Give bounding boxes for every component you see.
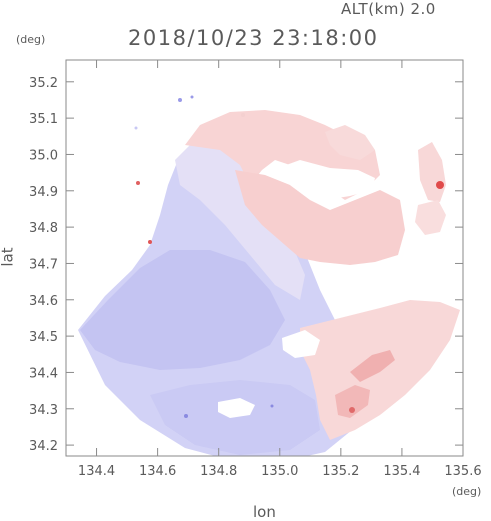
strong-receding-spot-3 (148, 240, 152, 244)
y-tick-label: 34.8 (29, 221, 58, 236)
scatter-echo-3 (134, 126, 138, 130)
x-axis-unit: (deg) (452, 485, 482, 498)
scatter-echo-1 (178, 98, 182, 102)
y-tick-label: 34.6 (29, 294, 58, 309)
scatter-echo-6 (270, 404, 274, 408)
y-tick-label: 35.2 (29, 76, 58, 91)
y-tick-label: 34.2 (29, 439, 58, 454)
x-tick-label: 135.6 (444, 464, 481, 479)
x-tick-label: 134.6 (139, 464, 176, 479)
x-tick-label: 135.2 (322, 464, 359, 479)
axis-ticks (66, 60, 464, 456)
y-tick-label: 35.1 (29, 112, 58, 127)
x-tick-labels: 134.4 134.6 134.8 135.0 135.2 135.4 135.6 (78, 464, 482, 479)
y-tick-label: 34.9 (29, 185, 58, 200)
y-tick-label: 34.4 (29, 366, 58, 381)
x-tick-label: 134.8 (200, 464, 237, 479)
strong-receding-spot-4 (136, 181, 140, 185)
plot-frame (65, 59, 464, 457)
y-tick-labels: 35.2 35.1 35.0 34.9 34.8 34.7 34.6 34.5 34.4 34.3… (29, 76, 58, 454)
radar-echo-layer (78, 95, 460, 456)
approaching-region-south (150, 380, 320, 455)
strong-receding-spot-1 (436, 181, 444, 189)
y-axis-unit: (deg) (16, 33, 46, 46)
y-tick-label: 35.0 (29, 148, 58, 163)
no-echo-gap (278, 160, 375, 200)
x-tick-label: 135.4 (383, 464, 420, 479)
receding-blob-ne (418, 142, 446, 202)
y-tick-label: 34.5 (29, 330, 58, 345)
timestamp-title: 2018/10/23 23:18:00 (128, 26, 379, 50)
scatter-echo-5 (184, 414, 188, 418)
x-tick-label: 134.4 (78, 464, 115, 479)
no-echo-hole-2 (282, 330, 320, 358)
transition-zone (175, 130, 305, 300)
receding-band (350, 350, 395, 382)
x-tick-label: 135.0 (261, 464, 298, 479)
y-tick-label: 34.3 (29, 403, 58, 418)
x-axis-label: lon (253, 503, 276, 521)
receding-region-center (235, 170, 405, 265)
receding-blob-nw (325, 125, 375, 160)
no-echo-hole-1 (218, 398, 255, 418)
altitude-label: ALT(km) 2.0 (341, 0, 436, 18)
scatter-echo-2 (190, 95, 194, 99)
strong-receding-spot-2 (349, 407, 355, 413)
approaching-region-deep (80, 250, 285, 370)
scatter-echo-4 (241, 113, 245, 117)
receding-blob-east (415, 200, 446, 235)
y-tick-label: 34.7 (29, 257, 58, 272)
receding-region-southeast-strong (335, 385, 370, 418)
